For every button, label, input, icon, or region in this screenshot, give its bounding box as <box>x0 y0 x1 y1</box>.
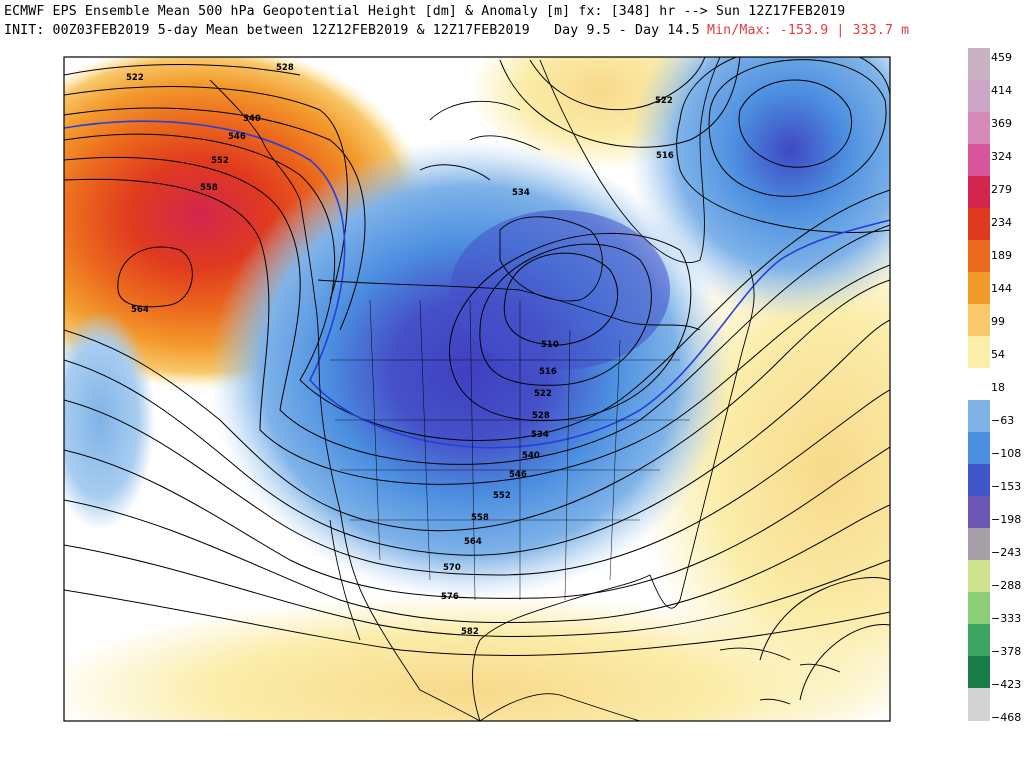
colorbar-segment <box>968 496 990 529</box>
colorbar-tick-label: −288 <box>991 579 1022 592</box>
colorbar-tick-label: 234 <box>991 216 1012 229</box>
colorbar-tick-label: −468 <box>991 711 1022 724</box>
contour-label: 582 <box>461 627 479 637</box>
contour-label: 552 <box>211 156 229 166</box>
contour-label: 534 <box>512 188 530 198</box>
contour-label: 522 <box>655 96 673 106</box>
colorbar-segment <box>968 48 990 81</box>
colorbar-tick-label: 144 <box>991 282 1012 295</box>
colorbar-tick-label: 279 <box>991 183 1012 196</box>
map-frame <box>63 56 891 722</box>
colorbar-segment <box>968 240 990 273</box>
colorbar-segment <box>968 528 990 561</box>
colorbar-segment <box>968 560 990 593</box>
height-contours <box>64 57 890 701</box>
title-line-2: INIT: 00Z03FEB2019 5-day Mean between 12… <box>4 23 700 38</box>
colorbar-segment <box>968 688 990 721</box>
colorbar-segment <box>968 464 990 497</box>
contour-label: 552 <box>493 491 511 501</box>
colorbar-tick-label: 54 <box>991 348 1005 361</box>
colorbar-segment <box>968 592 990 625</box>
contour-label: 540 <box>522 451 540 461</box>
colorbar-tick-label: −63 <box>991 414 1015 427</box>
colorbar-tick-label: 414 <box>991 84 1012 97</box>
colorbar-tick-label: 369 <box>991 117 1012 130</box>
contour-label: 546 <box>509 470 527 480</box>
colorbar-tick-label: −378 <box>991 645 1022 658</box>
state-borders <box>330 299 690 601</box>
colorbar-segment <box>968 176 990 209</box>
colorbar-tick-label: −198 <box>991 513 1022 526</box>
colorbar-segment <box>968 368 990 401</box>
colorbar-tick-label: −108 <box>991 447 1022 460</box>
colorbar-tick-label: 324 <box>991 150 1012 163</box>
contour-label: 510 <box>541 340 559 350</box>
contour-label: 564 <box>131 305 149 315</box>
contour-label: 534 <box>531 430 549 440</box>
highlight-contour <box>64 120 890 449</box>
colorbar-segment <box>968 624 990 657</box>
title-line-1: ECMWF EPS Ensemble Mean 500 hPa Geopoten… <box>4 4 846 19</box>
colorbar <box>968 48 990 721</box>
colorbar-tick-label: −423 <box>991 678 1022 691</box>
contour-label: 558 <box>200 183 218 193</box>
colorbar-segment <box>968 336 990 369</box>
colorbar-segment <box>968 272 990 305</box>
colorbar-segment <box>968 112 990 145</box>
contour-label: 522 <box>126 73 144 83</box>
colorbar-segment <box>968 304 990 337</box>
colorbar-segment <box>968 400 990 433</box>
min-max-readout: Min/Max: -153.9 | 333.7 m <box>707 23 910 38</box>
contour-label: 570 <box>443 563 461 573</box>
colorbar-segment <box>968 144 990 177</box>
colorbar-segment <box>968 208 990 241</box>
colorbar-segment <box>968 656 990 689</box>
contour-label: 546 <box>228 132 246 142</box>
contour-label: 528 <box>532 411 550 421</box>
colorbar-tick-label: −333 <box>991 612 1022 625</box>
colorbar-tick-label: 18 <box>991 381 1005 394</box>
contour-label: 558 <box>471 513 489 523</box>
colorbar-tick-label: 459 <box>991 51 1012 64</box>
contour-label: 576 <box>441 592 459 602</box>
colorbar-tick-label: −243 <box>991 546 1022 559</box>
contour-labels: 522 528 540 546 552 558 564 534 522 516 … <box>126 63 674 637</box>
contour-label: 516 <box>539 367 557 377</box>
contour-label: 522 <box>534 389 552 399</box>
colorbar-segment <box>968 432 990 465</box>
contour-label: 516 <box>656 151 674 161</box>
colorbar-segment <box>968 80 990 113</box>
contour-label: 540 <box>243 114 261 124</box>
colorbar-tick-label: 99 <box>991 315 1005 328</box>
colorbar-tick-label: −153 <box>991 480 1022 493</box>
contour-label: 528 <box>276 63 294 73</box>
coastlines <box>209 57 841 721</box>
colorbar-tick-label: 189 <box>991 249 1012 262</box>
contour-label: 564 <box>464 537 482 547</box>
